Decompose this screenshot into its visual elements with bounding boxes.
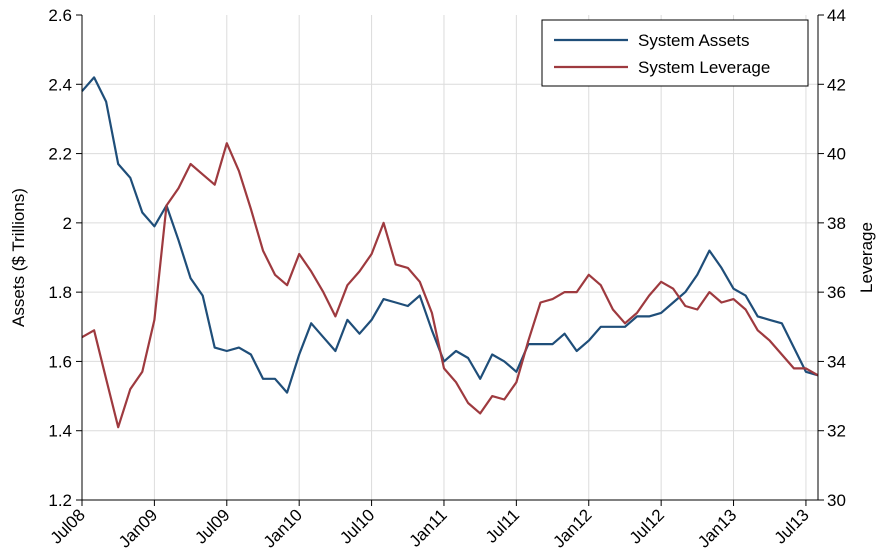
legend-label: System Leverage (638, 58, 770, 77)
y2-tick-label: 30 (827, 491, 846, 510)
x-tick-label: Jan11 (405, 505, 450, 550)
x-tick-label: Jul11 (482, 505, 523, 546)
y2-tick-label: 36 (827, 283, 846, 302)
x-tick-label: Jul12 (626, 505, 668, 547)
y2-tick-label: 38 (827, 214, 846, 233)
x-tick-label: Jul08 (47, 505, 89, 547)
y-tick-label: 2.6 (48, 6, 72, 25)
x-tick-label: Jul13 (771, 505, 813, 547)
y2-tick-label: 44 (827, 6, 846, 25)
y2-tick-label: 42 (827, 75, 846, 94)
x-tick-label: Jul10 (336, 505, 378, 547)
y2-tick-label: 32 (827, 422, 846, 441)
x-tick-label: Jul09 (191, 505, 233, 547)
y2-tick-label: 40 (827, 145, 846, 164)
series-line-system-assets (81, 76, 819, 394)
grid (82, 15, 818, 500)
x-tick-label: Jan12 (549, 505, 595, 551)
y2-tick-label: 34 (827, 352, 846, 371)
x-tick-label: Jan09 (115, 505, 161, 551)
legend: System Assets System Leverage (541, 19, 809, 87)
y-tick-label: 1.2 (48, 491, 72, 510)
legend-box (541, 19, 809, 87)
axes: 1.2 1.4 1.6 1.8 2 2.2 2.4 2.6 30 32 34 36 38 40 42 44 Ju… (9, 6, 876, 552)
y-tick-label: 2.4 (48, 75, 72, 94)
y-axis-title: Assets ($ Trillions) (9, 188, 28, 327)
y-tick-label: 2 (63, 214, 72, 233)
x-tick-label: Jan13 (694, 505, 740, 551)
y-tick-label: 1.6 (48, 352, 72, 371)
y-tick-label: 2.2 (48, 145, 72, 164)
y2-axis-title: Leverage (857, 222, 876, 293)
series-layer (81, 76, 819, 429)
y-tick-label: 1.8 (48, 283, 72, 302)
legend-label: System Assets (638, 31, 749, 50)
series-line-system-leverage (81, 142, 819, 429)
y-tick-label: 1.4 (48, 422, 72, 441)
x-tick-label: Jan10 (260, 505, 306, 551)
